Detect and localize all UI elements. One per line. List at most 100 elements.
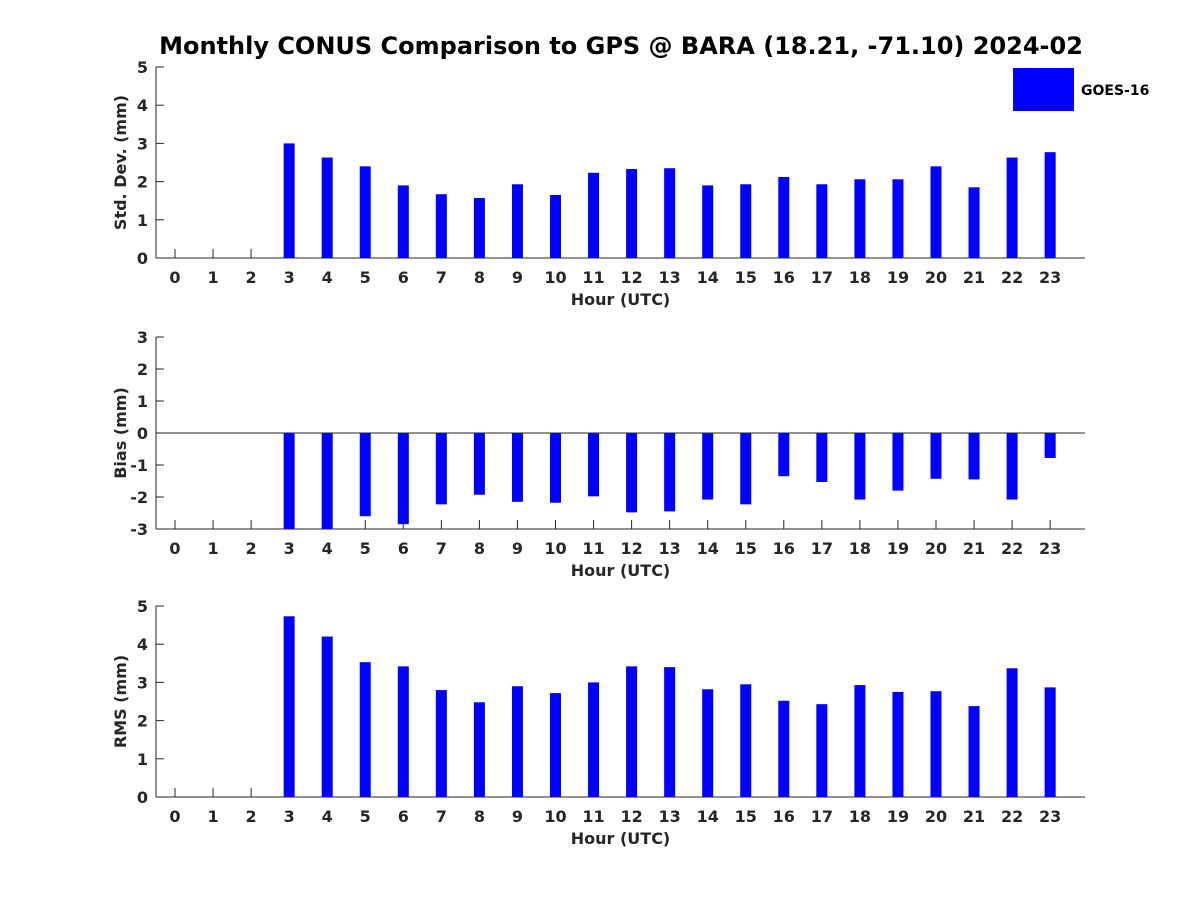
x-tick-label: 22 xyxy=(1001,807,1023,826)
bar xyxy=(1044,433,1056,458)
x-tick-label: 22 xyxy=(1001,268,1023,287)
bar xyxy=(283,433,295,529)
bar xyxy=(816,433,828,482)
chart-title: Monthly CONUS Comparison to GPS @ BARA (… xyxy=(159,32,1083,60)
legend-swatch xyxy=(1013,68,1074,111)
y-tick-label: 0 xyxy=(137,249,148,268)
x-axis-label: Hour (UTC) xyxy=(571,829,671,848)
y-tick-label: 2 xyxy=(137,360,148,379)
x-tick-label: 9 xyxy=(512,807,523,826)
y-axis-label: Std. Dev. (mm) xyxy=(111,95,130,230)
x-tick-label: 14 xyxy=(697,807,719,826)
bar xyxy=(397,433,409,525)
bar xyxy=(778,433,790,477)
bar xyxy=(626,168,638,258)
y-tick-label: -3 xyxy=(130,520,148,539)
x-tick-label: 0 xyxy=(169,268,180,287)
bar xyxy=(778,700,790,797)
bar xyxy=(1006,433,1018,500)
x-tick-label: 10 xyxy=(544,807,566,826)
bar xyxy=(816,704,828,797)
bar xyxy=(930,166,942,258)
x-tick-label: 6 xyxy=(398,539,409,558)
x-tick-label: 11 xyxy=(582,807,604,826)
bar xyxy=(930,691,942,797)
y-axis-label: Bias (mm) xyxy=(111,387,130,479)
x-tick-label: 13 xyxy=(659,539,681,558)
x-tick-label: 15 xyxy=(735,807,757,826)
x-tick-label: 3 xyxy=(284,807,295,826)
bar xyxy=(550,693,561,797)
x-tick-label: 18 xyxy=(849,268,871,287)
y-tick-label: 2 xyxy=(137,712,148,731)
bar xyxy=(626,666,638,797)
bar xyxy=(473,433,485,495)
x-tick-label: 20 xyxy=(925,268,947,287)
x-tick-label: 1 xyxy=(207,807,218,826)
bar xyxy=(664,168,676,258)
x-tick-label: 4 xyxy=(322,268,333,287)
legend-label: GOES-16 xyxy=(1081,83,1149,99)
y-tick-label: 1 xyxy=(137,750,148,769)
bar xyxy=(550,433,561,503)
x-tick-label: 13 xyxy=(659,807,681,826)
bar xyxy=(740,684,752,797)
x-tick-label: 7 xyxy=(436,268,447,287)
y-tick-label: 1 xyxy=(137,211,148,230)
bar xyxy=(968,187,980,258)
x-tick-label: 12 xyxy=(620,539,642,558)
x-tick-label: 12 xyxy=(620,807,642,826)
x-tick-label: 6 xyxy=(398,268,409,287)
bar xyxy=(740,433,752,505)
bar xyxy=(1006,157,1018,258)
x-tick-label: 15 xyxy=(735,268,757,287)
bar xyxy=(588,682,600,797)
bar xyxy=(321,433,333,529)
bar xyxy=(511,184,523,258)
bar xyxy=(588,433,600,497)
bar xyxy=(702,689,714,797)
x-tick-label: 18 xyxy=(849,807,871,826)
x-tick-label: 10 xyxy=(544,539,566,558)
x-tick-label: 16 xyxy=(773,268,795,287)
x-tick-label: 21 xyxy=(963,268,985,287)
x-tick-label: 9 xyxy=(512,539,523,558)
y-tick-label: 3 xyxy=(137,134,148,153)
bar xyxy=(892,179,904,258)
y-tick-label: -2 xyxy=(130,488,148,507)
bar xyxy=(511,686,523,797)
bar xyxy=(359,662,371,797)
x-tick-label: 9 xyxy=(512,268,523,287)
x-tick-label: 8 xyxy=(474,807,485,826)
bar xyxy=(968,433,980,480)
bar xyxy=(321,636,333,797)
x-tick-label: 2 xyxy=(246,539,257,558)
bar xyxy=(283,143,295,258)
bar xyxy=(930,433,942,479)
x-tick-label: 19 xyxy=(887,807,909,826)
x-tick-label: 7 xyxy=(436,539,447,558)
bar xyxy=(892,433,904,491)
y-tick-label: 5 xyxy=(137,58,148,77)
bar xyxy=(816,184,828,258)
x-tick-label: 11 xyxy=(582,539,604,558)
bar xyxy=(397,666,409,797)
x-tick-label: 16 xyxy=(773,539,795,558)
x-tick-label: 23 xyxy=(1039,539,1061,558)
bar xyxy=(1006,668,1018,797)
y-tick-label: 1 xyxy=(137,392,148,411)
x-tick-label: 8 xyxy=(474,268,485,287)
x-tick-label: 8 xyxy=(474,539,485,558)
y-tick-label: 0 xyxy=(137,788,148,807)
bar xyxy=(892,691,904,797)
bar xyxy=(1044,152,1056,258)
bar xyxy=(664,433,676,512)
x-tick-label: 5 xyxy=(360,539,371,558)
bar xyxy=(664,667,676,797)
x-tick-label: 21 xyxy=(963,807,985,826)
